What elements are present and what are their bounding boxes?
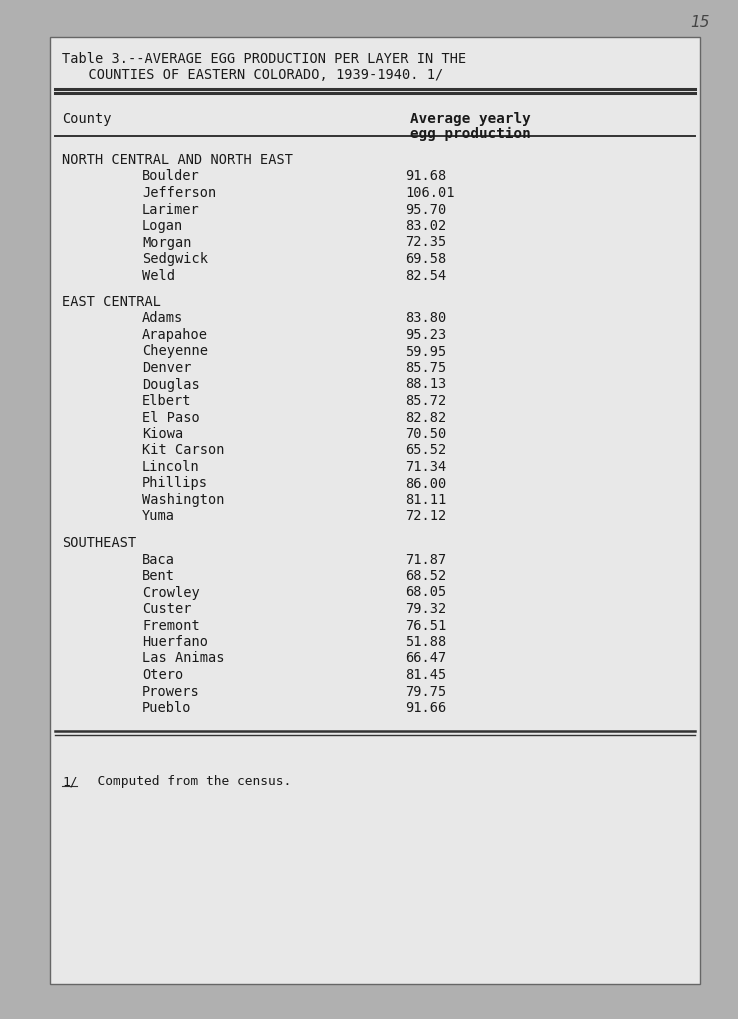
Text: County: County xyxy=(62,112,111,126)
Text: 79.75: 79.75 xyxy=(405,684,446,698)
Text: 85.72: 85.72 xyxy=(405,393,446,408)
Text: Kiowa: Kiowa xyxy=(142,427,183,440)
Text: 83.80: 83.80 xyxy=(405,311,446,325)
Text: Yuma: Yuma xyxy=(142,510,175,523)
Text: 76.51: 76.51 xyxy=(405,618,446,632)
Text: egg production: egg production xyxy=(410,127,531,141)
Text: 71.87: 71.87 xyxy=(405,552,446,566)
Text: NORTH CENTRAL AND NORTH EAST: NORTH CENTRAL AND NORTH EAST xyxy=(62,153,293,167)
Text: 85.75: 85.75 xyxy=(405,361,446,375)
Text: Custer: Custer xyxy=(142,601,191,615)
Text: Boulder: Boulder xyxy=(142,169,200,183)
Text: Las Animas: Las Animas xyxy=(142,651,224,664)
Text: Bent: Bent xyxy=(142,569,175,583)
Text: 69.58: 69.58 xyxy=(405,252,446,266)
Text: Logan: Logan xyxy=(142,219,183,232)
Text: 66.47: 66.47 xyxy=(405,651,446,664)
Text: Elbert: Elbert xyxy=(142,393,191,408)
Text: 91.66: 91.66 xyxy=(405,700,446,714)
Text: 95.70: 95.70 xyxy=(405,203,446,216)
Text: 82.54: 82.54 xyxy=(405,268,446,282)
Text: Washington: Washington xyxy=(142,492,224,506)
Text: 59.95: 59.95 xyxy=(405,344,446,358)
Text: Table 3.--AVERAGE EGG PRODUCTION PER LAYER IN THE: Table 3.--AVERAGE EGG PRODUCTION PER LAY… xyxy=(62,52,466,66)
Text: 86.00: 86.00 xyxy=(405,476,446,490)
Text: 65.52: 65.52 xyxy=(405,443,446,458)
Text: 81.11: 81.11 xyxy=(405,492,446,506)
Text: Otero: Otero xyxy=(142,667,183,682)
Text: 83.02: 83.02 xyxy=(405,219,446,232)
Text: Baca: Baca xyxy=(142,552,175,566)
Text: Phillips: Phillips xyxy=(142,476,208,490)
Text: 95.23: 95.23 xyxy=(405,328,446,341)
Text: Douglas: Douglas xyxy=(142,377,200,391)
Text: Crowley: Crowley xyxy=(142,585,200,599)
Text: Huerfano: Huerfano xyxy=(142,635,208,648)
Text: 68.05: 68.05 xyxy=(405,585,446,599)
Text: El Paso: El Paso xyxy=(142,410,200,424)
Text: Cheyenne: Cheyenne xyxy=(142,344,208,358)
Text: Sedgwick: Sedgwick xyxy=(142,252,208,266)
Text: Pueblo: Pueblo xyxy=(142,700,191,714)
Text: 82.82: 82.82 xyxy=(405,410,446,424)
Text: Jefferson: Jefferson xyxy=(142,185,216,200)
Text: Kit Carson: Kit Carson xyxy=(142,443,224,458)
Text: Adams: Adams xyxy=(142,311,183,325)
Text: Arapahoe: Arapahoe xyxy=(142,328,208,341)
Text: COUNTIES OF EASTERN COLORADO, 1939-1940. 1/: COUNTIES OF EASTERN COLORADO, 1939-1940.… xyxy=(72,68,444,82)
Text: 51.88: 51.88 xyxy=(405,635,446,648)
Text: Lincoln: Lincoln xyxy=(142,460,200,474)
Text: 88.13: 88.13 xyxy=(405,377,446,391)
Text: 68.52: 68.52 xyxy=(405,569,446,583)
Text: 72.35: 72.35 xyxy=(405,235,446,250)
Text: Fremont: Fremont xyxy=(142,618,200,632)
FancyBboxPatch shape xyxy=(50,38,700,984)
Text: 91.68: 91.68 xyxy=(405,169,446,183)
Text: 15: 15 xyxy=(691,15,710,30)
Text: SOUTHEAST: SOUTHEAST xyxy=(62,535,137,549)
Text: Computed from the census.: Computed from the census. xyxy=(82,774,292,788)
Text: Denver: Denver xyxy=(142,361,191,375)
Text: Prowers: Prowers xyxy=(142,684,200,698)
Text: 72.12: 72.12 xyxy=(405,510,446,523)
Text: EAST CENTRAL: EAST CENTRAL xyxy=(62,294,161,309)
Text: Morgan: Morgan xyxy=(142,235,191,250)
Text: 1/: 1/ xyxy=(62,774,77,788)
Text: 70.50: 70.50 xyxy=(405,427,446,440)
Text: Weld: Weld xyxy=(142,268,175,282)
Text: Average yearly: Average yearly xyxy=(410,112,531,126)
Text: 81.45: 81.45 xyxy=(405,667,446,682)
Text: 106.01: 106.01 xyxy=(405,185,455,200)
Text: 71.34: 71.34 xyxy=(405,460,446,474)
Text: 79.32: 79.32 xyxy=(405,601,446,615)
Text: Larimer: Larimer xyxy=(142,203,200,216)
